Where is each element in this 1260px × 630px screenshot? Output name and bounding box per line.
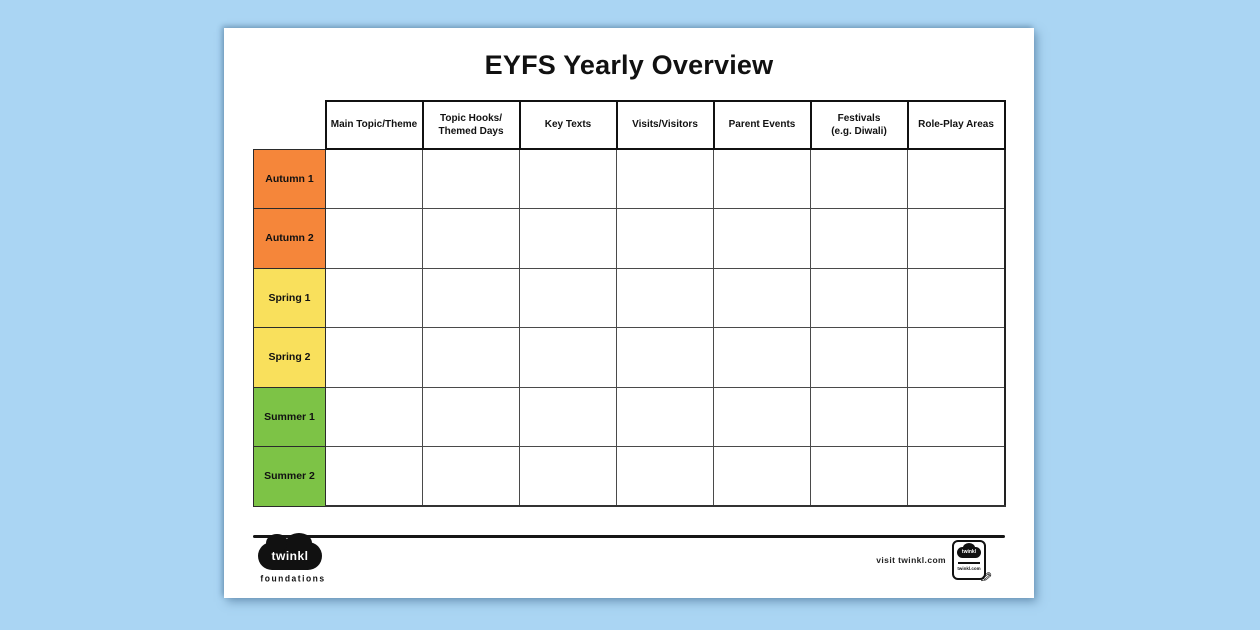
- row-header-spring-1: Spring 1: [253, 267, 326, 328]
- column-header-key-texts: Key Texts: [518, 100, 618, 150]
- badge-divider: [958, 562, 980, 564]
- twinkl-cloud-icon: twinkl: [957, 543, 981, 558]
- row-header-autumn-2: Autumn 2: [253, 208, 326, 269]
- empty-cell: [810, 327, 908, 388]
- column-header-visits: Visits/Visitors: [615, 100, 715, 150]
- document-page: EYFS Yearly Overview Main Topic/Theme To…: [224, 28, 1034, 598]
- visit-twinkl-text: visit twinkl.com: [876, 555, 946, 565]
- empty-cell: [713, 267, 811, 328]
- empty-cell: [616, 386, 714, 447]
- empty-cell: [422, 267, 520, 328]
- column-header-topic-hooks: Topic Hooks/ Themed Days: [421, 100, 521, 150]
- pencil-icon: ✎: [976, 569, 995, 584]
- empty-cell: [907, 208, 1006, 269]
- badge-brand: twinkl: [961, 549, 977, 555]
- empty-cell: [810, 386, 908, 447]
- row-header-summer-2: Summer 2: [253, 446, 326, 507]
- empty-cell: [713, 208, 811, 269]
- empty-cell: [810, 446, 908, 507]
- empty-cell: [519, 386, 617, 447]
- table-row-summer-2: Summer 2: [253, 446, 1006, 507]
- empty-cell: [422, 446, 520, 507]
- footer-divider: [253, 535, 1005, 538]
- row-header-autumn-1: Autumn 1: [253, 148, 326, 209]
- badge-subtext: twinkl.com: [957, 565, 981, 571]
- column-header-parent-events: Parent Events: [712, 100, 812, 150]
- empty-cell: [422, 148, 520, 209]
- table-row-spring-1: Spring 1: [253, 267, 1006, 328]
- column-header-main-topic: Main Topic/Theme: [324, 100, 424, 150]
- column-header-role-play: Role-Play Areas: [906, 100, 1006, 150]
- row-header-spring-2: Spring 2: [253, 327, 326, 388]
- empty-cell: [810, 148, 908, 209]
- table-row-autumn-1: Autumn 1: [253, 148, 1006, 209]
- empty-cell: [519, 327, 617, 388]
- page-title: EYFS Yearly Overview: [484, 50, 774, 80]
- empty-cell: [713, 327, 811, 388]
- empty-cell: [616, 208, 714, 269]
- empty-cell: [907, 327, 1006, 388]
- empty-cell: [907, 446, 1006, 507]
- empty-cell: [616, 446, 714, 507]
- brand-name: twinkl: [271, 549, 309, 563]
- twinkl-cloud-icon: twinkl: [258, 533, 322, 570]
- empty-cell: [616, 327, 714, 388]
- empty-cell: [519, 148, 617, 209]
- empty-cell: [810, 208, 908, 269]
- empty-cell: [325, 148, 423, 209]
- empty-cell: [713, 446, 811, 507]
- empty-cell: [616, 267, 714, 328]
- empty-cell: [713, 386, 811, 447]
- empty-cell: [713, 148, 811, 209]
- twinkl-badge-logo: twinkl twinkl.com: [952, 540, 986, 580]
- empty-cell: [810, 267, 908, 328]
- empty-corner-cell: [254, 101, 326, 149]
- empty-cell: [907, 386, 1006, 447]
- yearly-overview-table: Main Topic/Theme Topic Hooks/ Themed Day…: [253, 100, 1006, 507]
- empty-cell: [907, 267, 1006, 328]
- brand-subtext: foundations: [260, 572, 326, 584]
- empty-cell: [422, 208, 520, 269]
- empty-cell: [907, 148, 1006, 209]
- empty-cell: [616, 148, 714, 209]
- row-header-summer-1: Summer 1: [253, 386, 326, 447]
- header-row: Main Topic/Theme Topic Hooks/ Themed Day…: [254, 100, 1006, 150]
- empty-cell: [325, 446, 423, 507]
- empty-cell: [519, 208, 617, 269]
- empty-cell: [519, 446, 617, 507]
- twinkl-foundations-logo: twinkl foundations: [250, 533, 336, 592]
- empty-cell: [325, 327, 423, 388]
- table-row-spring-2: Spring 2: [253, 327, 1006, 388]
- empty-cell: [325, 267, 423, 328]
- column-header-festivals: Festivals (e.g. Diwali): [809, 100, 909, 150]
- empty-cell: [422, 386, 520, 447]
- table-row-autumn-2: Autumn 2: [253, 208, 1006, 269]
- table-row-summer-1: Summer 1: [253, 386, 1006, 447]
- empty-cell: [325, 208, 423, 269]
- empty-cell: [422, 327, 520, 388]
- empty-cell: [519, 267, 617, 328]
- empty-cell: [325, 386, 423, 447]
